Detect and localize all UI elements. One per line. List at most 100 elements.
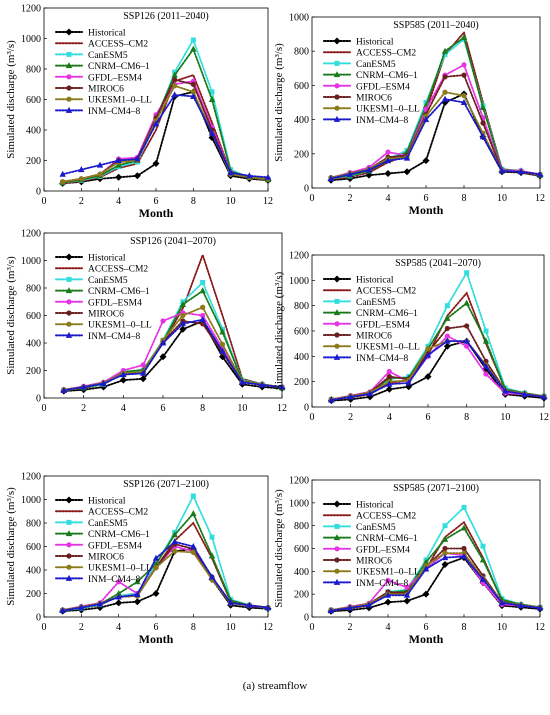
data-point <box>347 393 354 400</box>
data-point <box>78 604 85 611</box>
x-tick-label: 4 <box>386 193 391 204</box>
y-tick-label: 200 <box>26 366 41 377</box>
y-axis-label: Simulated discharge (m³/s) <box>5 40 17 159</box>
data-point <box>442 52 448 58</box>
legend-marker <box>66 553 72 559</box>
data-point <box>461 62 467 68</box>
series-8 <box>327 95 544 182</box>
data-point <box>460 552 468 559</box>
data-point <box>219 328 226 335</box>
data-point <box>384 169 392 177</box>
data-point <box>115 599 123 607</box>
data-point <box>159 353 167 361</box>
data-point <box>386 380 393 387</box>
legend-label: CanESM5 <box>356 60 396 70</box>
data-point <box>405 379 412 386</box>
data-point <box>422 565 430 572</box>
data-point <box>463 299 470 306</box>
x-tick-label: 0 <box>310 193 315 204</box>
y-tick-label: 1200 <box>21 4 41 15</box>
legend-marker <box>66 85 72 91</box>
data-point <box>96 600 104 607</box>
data-point <box>172 77 178 83</box>
series-line <box>330 98 541 180</box>
data-point <box>482 362 490 369</box>
y-axis-label: Simulated discharge (m³/s) <box>5 487 17 606</box>
y-tick-label: 400 <box>294 352 309 363</box>
series-8 <box>328 337 548 403</box>
data-point <box>258 381 266 388</box>
legend-label: CanESM5 <box>356 298 396 308</box>
data-point <box>442 545 448 552</box>
data-point <box>386 374 392 380</box>
series-line <box>61 547 269 612</box>
data-point <box>365 601 373 608</box>
data-point <box>152 590 160 597</box>
data-point <box>115 593 122 600</box>
legend-label: UKESM1–0–LL <box>88 321 152 331</box>
y-axis-label: Simulated discharge (m³/s) <box>273 489 285 608</box>
data-point <box>441 554 449 561</box>
data-point <box>346 170 354 177</box>
legend-label: GFDL–ESM4 <box>88 541 142 551</box>
legend-label: CNRM–CM6–1 <box>88 287 150 297</box>
data-point <box>80 383 87 390</box>
legend-label: MIROC6 <box>88 553 124 563</box>
data-point <box>464 343 470 349</box>
chart-title: SSP585 (2041–2070) <box>395 258 481 269</box>
data-point <box>464 270 470 276</box>
x-tick-label: 8 <box>464 412 469 423</box>
series-8 <box>59 538 272 614</box>
x-tick-label: 4 <box>121 403 126 414</box>
y-tick-label: 800 <box>26 519 41 530</box>
y-tick-label: 1000 <box>289 276 309 287</box>
x-tick-label: 0 <box>42 622 47 633</box>
legend-label: CNRM–CM6–1 <box>356 71 418 81</box>
data-point <box>190 92 197 99</box>
x-tick-label: 10 <box>226 622 236 633</box>
x-axis-label: Month <box>139 206 174 220</box>
data-point <box>172 83 178 89</box>
data-point <box>78 176 84 182</box>
data-point <box>464 323 470 329</box>
x-tick-label: 6 <box>154 622 159 633</box>
chart-panel-2: 0 200 400 600 800 1000 0 2 4 6 8 10 12 SSP585 (2011–2… <box>273 13 545 218</box>
data-point <box>120 371 127 378</box>
data-point <box>179 301 187 307</box>
legend-marker <box>66 96 72 102</box>
y-tick-label: 400 <box>26 339 41 350</box>
data-point <box>134 578 141 585</box>
x-tick-label: 12 <box>263 196 273 207</box>
series-line <box>62 318 283 392</box>
legend-label: ACCESS–CM2 <box>356 49 416 59</box>
legend-marker <box>66 564 72 570</box>
data-point <box>152 554 160 561</box>
legend-label: INM–CM4–8 <box>88 107 141 117</box>
data-point <box>100 380 107 387</box>
legend-marker <box>66 310 72 316</box>
data-point <box>246 172 253 179</box>
data-point <box>219 347 226 354</box>
data-point <box>424 373 432 381</box>
legend-marker <box>334 298 340 304</box>
legend-label: CanESM5 <box>356 523 396 533</box>
y-tick-label: 600 <box>294 327 309 338</box>
data-point <box>139 369 147 376</box>
x-tick-label: 6 <box>154 196 159 207</box>
data-point <box>384 157 392 164</box>
legend-label: Historical <box>88 29 126 39</box>
legend-marker <box>65 331 73 338</box>
series-8 <box>327 552 544 614</box>
x-tick-label: 12 <box>263 622 273 633</box>
data-point <box>119 376 127 384</box>
x-tick-label: 2 <box>81 403 86 414</box>
series-line <box>330 555 541 612</box>
data-point <box>442 74 448 80</box>
data-point <box>152 160 160 168</box>
legend-marker <box>333 37 341 45</box>
legend: HistoricalACCESS–CM2CanESM5CNRM–CM6–1GFD… <box>323 500 420 589</box>
y-tick-label: 0 <box>36 613 41 624</box>
legend-marker <box>333 115 341 122</box>
legend-marker <box>65 496 73 504</box>
data-point <box>441 47 449 54</box>
